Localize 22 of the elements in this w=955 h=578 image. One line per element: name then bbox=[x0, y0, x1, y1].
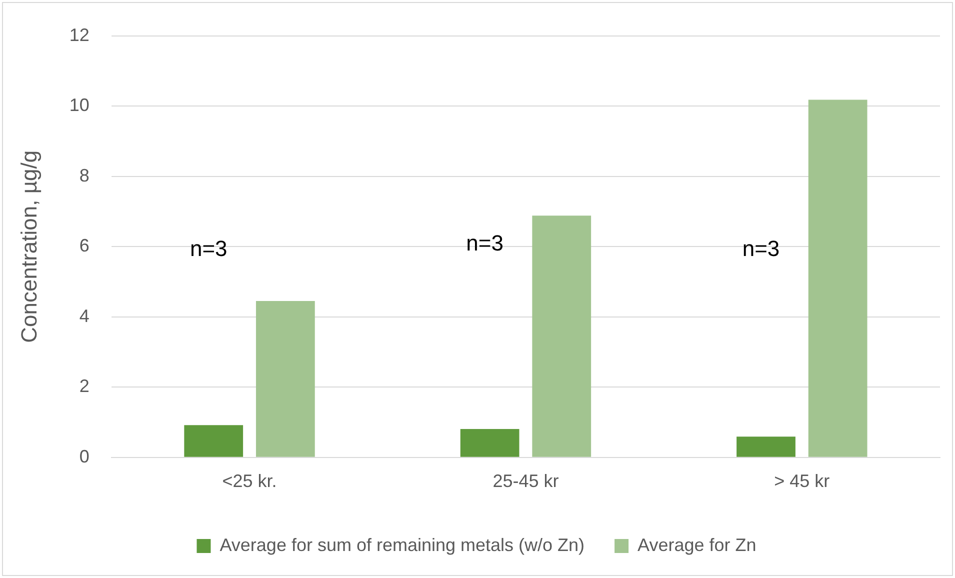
x-tick-label: > 45 kr bbox=[774, 471, 830, 492]
y-axis-title: Concentration, µg/g bbox=[16, 150, 42, 343]
y-tick-label: 6 bbox=[79, 236, 90, 256]
y-tick-label: 8 bbox=[79, 165, 90, 186]
bar bbox=[532, 216, 592, 457]
y-tick-label: 10 bbox=[69, 95, 90, 116]
bar bbox=[460, 428, 520, 457]
legend-label: Average for sum of remaining metals (w/o Zn) bbox=[220, 534, 585, 555]
bar bbox=[808, 100, 868, 457]
y-tick-label: 2 bbox=[79, 376, 90, 396]
bar bbox=[184, 425, 244, 457]
bar bbox=[736, 436, 796, 457]
legend-label: Average for Zn bbox=[638, 534, 756, 555]
y-tick-label: 0 bbox=[79, 446, 90, 466]
y-tick-label: 12 bbox=[69, 24, 90, 45]
x-tick-label: 25-45 kr bbox=[492, 471, 559, 492]
annotation: n=3 bbox=[742, 236, 780, 262]
x-tick-label: <25 kr. bbox=[222, 471, 277, 492]
bar bbox=[256, 301, 315, 457]
y-tick-label: 4 bbox=[79, 306, 90, 326]
annotation: n=3 bbox=[190, 236, 228, 262]
annotation: n=3 bbox=[466, 230, 504, 256]
